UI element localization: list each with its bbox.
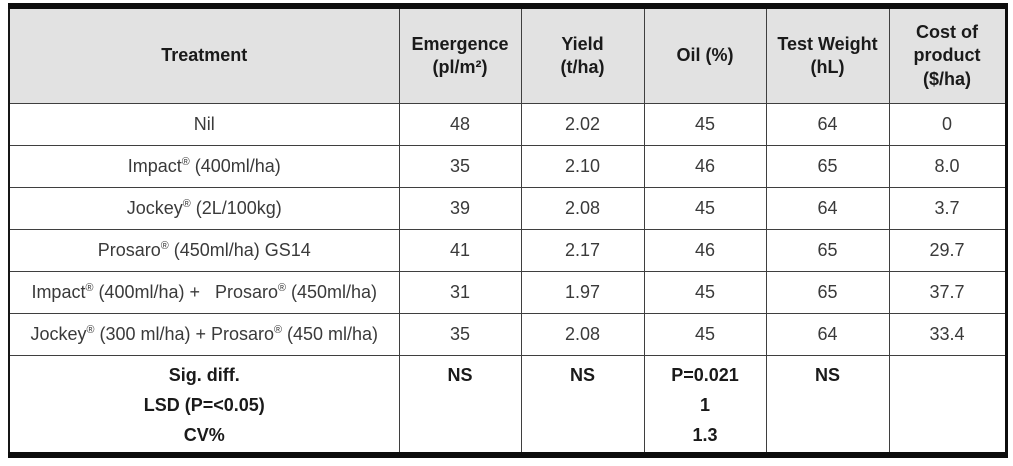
emergence-cell: 39 [398, 187, 522, 230]
col-header-cost: Cost of product ($/ha) [888, 5, 1007, 104]
stats-yield-cell: NS [520, 355, 645, 456]
stats-test-weight-cell: NS [765, 355, 890, 456]
test-weight-cell: 64 [765, 313, 890, 356]
oil-cell: 45 [643, 103, 767, 146]
col-header-test-weight: Test Weight (hL) [765, 5, 890, 104]
yield-cell: 2.08 [520, 313, 645, 356]
cost-cell: 29.7 [888, 229, 1007, 272]
col-header-treatment: Treatment [8, 5, 400, 104]
yield-cell: 2.02 [520, 103, 645, 146]
stats-cost-cell [888, 355, 1007, 456]
test-weight-cell: 64 [765, 187, 890, 230]
cost-cell: 3.7 [888, 187, 1007, 230]
cost-cell: 33.4 [888, 313, 1007, 356]
emergence-cell: 35 [398, 313, 522, 356]
table-row: Nil 48 2.02 45 64 0 [8, 103, 1007, 146]
table-row: Impact® (400ml/ha) 35 2.10 46 65 8.0 [8, 145, 1007, 188]
treatment-cell: Jockey® (2L/100kg) [8, 187, 400, 230]
treatment-cell: Nil [8, 103, 400, 146]
emergence-cell: 41 [398, 229, 522, 272]
emergence-cell: 35 [398, 145, 522, 188]
stats-emergence-cell: NS [398, 355, 522, 456]
table-row: Prosaro® (450ml/ha) GS14 41 2.17 46 65 2… [8, 229, 1007, 272]
oil-cell: 45 [643, 271, 767, 314]
table-row: Impact® (400ml/ha) + Prosaro® (450ml/ha)… [8, 271, 1007, 314]
treatment-cell: Jockey® (300 ml/ha) + Prosaro® (450 ml/h… [8, 313, 400, 356]
treatment-cell: Impact® (400ml/ha) [8, 145, 400, 188]
oil-cell: 46 [643, 145, 767, 188]
cost-cell: 37.7 [888, 271, 1007, 314]
stats-row: Sig. diff. LSD (P=<0.05) CV% NS NS P=0.0… [8, 355, 1007, 456]
header-row: Treatment Emergence (pl/m²) Yield (t/ha)… [8, 5, 1007, 104]
treatment-cell: Prosaro® (450ml/ha) GS14 [8, 229, 400, 272]
test-weight-cell: 64 [765, 103, 890, 146]
stats-label-cell: Sig. diff. LSD (P=<0.05) CV% [8, 355, 400, 456]
col-header-emergence: Emergence (pl/m²) [398, 5, 522, 104]
oil-cell: 46 [643, 229, 767, 272]
yield-cell: 2.17 [520, 229, 645, 272]
oil-cell: 45 [643, 187, 767, 230]
yield-cell: 1.97 [520, 271, 645, 314]
table-row: Jockey® (2L/100kg) 39 2.08 45 64 3.7 [8, 187, 1007, 230]
emergence-cell: 48 [398, 103, 522, 146]
col-header-oil: Oil (%) [643, 5, 767, 104]
yield-cell: 2.08 [520, 187, 645, 230]
cost-cell: 0 [888, 103, 1007, 146]
test-weight-cell: 65 [765, 145, 890, 188]
table-row: Jockey® (300 ml/ha) + Prosaro® (450 ml/h… [8, 313, 1007, 356]
test-weight-cell: 65 [765, 229, 890, 272]
test-weight-cell: 65 [765, 271, 890, 314]
trial-results-table: Treatment Emergence (pl/m²) Yield (t/ha)… [8, 3, 1008, 458]
col-header-yield: Yield (t/ha) [520, 5, 645, 104]
oil-cell: 45 [643, 313, 767, 356]
stats-oil-cell: P=0.021 1 1.3 [643, 355, 767, 456]
cost-cell: 8.0 [888, 145, 1007, 188]
emergence-cell: 31 [398, 271, 522, 314]
yield-cell: 2.10 [520, 145, 645, 188]
treatment-cell: Impact® (400ml/ha) + Prosaro® (450ml/ha) [8, 271, 400, 314]
